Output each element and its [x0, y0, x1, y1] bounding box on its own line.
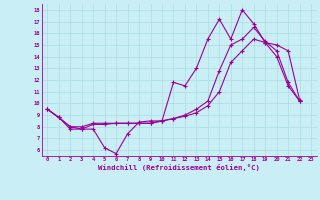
X-axis label: Windchill (Refroidissement éolien,°C): Windchill (Refroidissement éolien,°C) [98, 164, 260, 171]
